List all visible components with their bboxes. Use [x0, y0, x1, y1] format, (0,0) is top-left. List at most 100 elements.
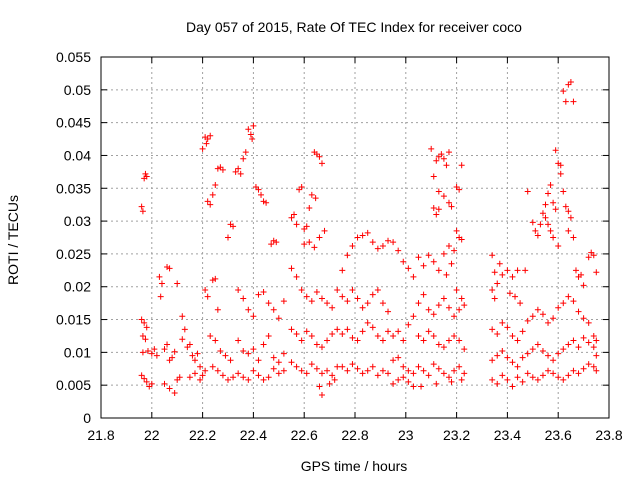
data-point — [494, 330, 501, 337]
data-point — [230, 374, 237, 381]
data-point — [260, 288, 267, 295]
y-tick-label: 0 — [83, 410, 91, 426]
data-point — [209, 277, 216, 284]
data-point — [425, 328, 432, 335]
data-point — [313, 365, 320, 372]
data-point — [364, 300, 371, 307]
data-point — [456, 306, 463, 313]
data-point — [580, 334, 587, 341]
data-point — [443, 271, 450, 278]
data-point — [191, 370, 198, 377]
data-point — [425, 252, 432, 259]
data-point — [247, 131, 254, 138]
data-point — [179, 336, 186, 343]
data-point — [235, 287, 242, 294]
data-point — [390, 239, 397, 246]
data-point — [590, 363, 597, 370]
data-point — [146, 383, 153, 390]
data-point — [139, 349, 146, 356]
data-point — [174, 280, 181, 287]
data-point — [456, 186, 463, 193]
data-point — [202, 367, 209, 374]
data-point — [344, 326, 351, 333]
data-point — [405, 265, 412, 272]
data-point — [166, 357, 173, 364]
data-point — [207, 332, 214, 339]
data-point — [529, 346, 536, 353]
data-point — [461, 370, 468, 377]
y-tick-label: 0.035 — [56, 180, 91, 196]
data-point — [207, 201, 214, 208]
data-point — [395, 354, 402, 361]
data-point — [440, 155, 447, 162]
data-point — [458, 236, 465, 243]
data-point — [534, 341, 541, 348]
data-point — [181, 326, 188, 333]
data-point — [298, 183, 305, 190]
data-point — [529, 313, 536, 320]
data-point — [570, 234, 577, 241]
data-point — [265, 332, 272, 339]
data-point — [456, 337, 463, 344]
data-point — [245, 126, 252, 133]
x-tick-label: 21.8 — [87, 427, 114, 443]
data-point — [567, 214, 574, 221]
data-point — [194, 350, 201, 357]
data-point — [410, 273, 417, 280]
data-point — [514, 363, 521, 370]
data-point — [560, 300, 567, 307]
data-point — [593, 367, 600, 374]
data-point — [433, 211, 440, 218]
data-point — [445, 374, 452, 381]
data-point — [448, 260, 455, 267]
data-point — [565, 208, 572, 215]
data-point — [308, 332, 315, 339]
data-point — [420, 291, 427, 298]
chart-title: Day 057 of 2015, Rate Of TEC Index for r… — [186, 19, 522, 35]
x-tick-label: 22 — [144, 427, 160, 443]
data-point — [225, 376, 231, 383]
data-point — [585, 361, 592, 368]
data-point — [245, 376, 252, 383]
data-point — [428, 145, 435, 152]
data-point — [212, 181, 219, 188]
data-point — [509, 359, 516, 366]
data-point — [313, 151, 320, 158]
data-point — [318, 392, 325, 399]
data-point — [438, 151, 445, 158]
data-point — [207, 132, 214, 139]
data-point — [301, 225, 308, 232]
data-point — [245, 350, 252, 357]
data-point — [415, 332, 422, 339]
data-point — [425, 372, 432, 379]
data-point — [148, 350, 155, 357]
data-point — [494, 280, 501, 287]
data-point — [494, 352, 501, 359]
data-points — [138, 78, 600, 399]
data-point — [354, 365, 361, 372]
data-point — [280, 350, 287, 357]
data-point — [240, 155, 247, 162]
data-point — [430, 332, 437, 339]
axis-ticks: 21.8 22 22.2 22.4 22.6 22.8 23 23.2 23.4 23.6 23.8… — [56, 49, 623, 443]
data-point — [197, 376, 204, 383]
data-point — [499, 372, 506, 379]
data-point — [369, 291, 376, 298]
data-point — [430, 173, 437, 180]
data-point — [249, 136, 256, 143]
data-point — [209, 363, 216, 370]
data-point — [529, 374, 536, 381]
data-point — [550, 199, 557, 206]
data-point — [400, 258, 407, 265]
y-tick-label: 0.01 — [64, 344, 91, 360]
data-point — [369, 363, 376, 370]
data-point — [539, 311, 546, 318]
data-point — [186, 341, 193, 348]
data-point — [565, 227, 572, 234]
data-point — [301, 241, 308, 248]
data-point — [258, 191, 265, 198]
data-point — [339, 363, 346, 370]
data-point — [273, 239, 280, 246]
data-point — [537, 221, 544, 228]
data-point — [435, 267, 442, 274]
